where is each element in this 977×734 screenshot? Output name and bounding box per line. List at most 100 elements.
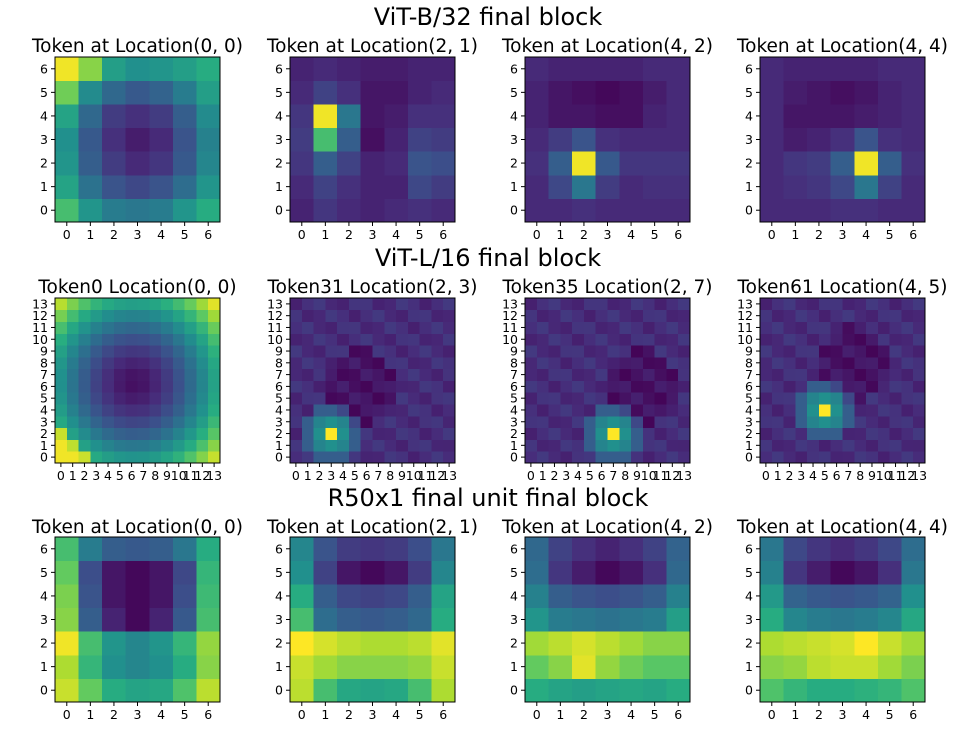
heatmap-cell	[125, 333, 138, 346]
x-tick-label: 4	[104, 468, 112, 483]
heatmap-cell	[666, 151, 691, 176]
heatmap-cells	[290, 298, 456, 464]
heatmap-cell	[348, 451, 362, 464]
heatmap-cell	[78, 333, 91, 346]
heatmap-cell	[55, 345, 68, 358]
x-tick-label: 1	[86, 707, 94, 722]
y-tick-label: 2	[745, 426, 753, 441]
y-tick-label: 5	[40, 85, 48, 100]
heatmap-cell	[783, 127, 808, 152]
heatmap-cell	[666, 57, 691, 81]
heatmap-cell	[113, 404, 127, 417]
y-tick-label: 11	[32, 320, 48, 335]
heatmap-cell	[313, 298, 326, 311]
heatmap-cell	[290, 451, 303, 464]
heatmap-cell	[771, 427, 784, 440]
heatmap-cell	[607, 345, 620, 358]
x-tick-label: 4	[862, 227, 870, 242]
heatmap-cell	[125, 298, 138, 311]
heatmap-cell	[642, 404, 656, 417]
heatmap-cell	[548, 537, 573, 561]
heatmap-cell	[360, 57, 385, 81]
heatmap-cell	[654, 380, 667, 393]
y-tick-label: 7	[40, 367, 48, 382]
heatmap-cells	[55, 57, 221, 223]
heatmap-cell	[325, 333, 338, 346]
heatmap-cell	[572, 151, 597, 176]
heatmap-cell	[525, 368, 538, 381]
x-tick-label: 6	[439, 227, 447, 242]
heatmap-cell	[901, 560, 926, 585]
heatmap-cell	[149, 584, 174, 609]
heatmap-cell	[102, 607, 127, 632]
x-tick-label: 6	[439, 707, 447, 722]
figure-row: R50x1 final unit final block Token at Loc…	[31, 484, 948, 722]
heatmap-cell	[595, 104, 620, 129]
heatmap-cell	[172, 80, 197, 105]
heatmap-cell	[78, 584, 103, 609]
heatmap-cell	[631, 309, 644, 322]
heatmap-cell	[666, 368, 679, 381]
heatmap-cell	[196, 333, 209, 346]
heatmap-cell	[125, 380, 138, 393]
heatmap-cell	[795, 404, 808, 417]
heatmap-cell	[619, 57, 644, 81]
heatmap-cell	[325, 356, 338, 370]
heatmap-cell	[830, 104, 855, 129]
heatmap-cell	[877, 427, 891, 440]
x-tick-label: 1	[304, 468, 312, 483]
heatmap-cell	[842, 380, 855, 393]
heatmap-cell	[807, 654, 832, 679]
heatmap-cell	[196, 439, 209, 452]
heatmap-cell	[360, 198, 385, 223]
heatmap-cell	[102, 427, 115, 440]
x-tick-label: 1	[791, 227, 799, 242]
heatmap-cell	[66, 415, 79, 429]
heatmap-cell	[666, 104, 691, 129]
heatmap-cell	[55, 560, 79, 585]
heatmap-cell	[208, 321, 221, 334]
heatmap-cell	[572, 368, 585, 381]
heatmap-cell	[313, 368, 326, 381]
y-tick-label: 12	[737, 308, 753, 323]
heatmap-cell	[78, 345, 91, 358]
heatmap-cell	[631, 427, 644, 440]
heatmap-cell	[619, 631, 644, 656]
x-tick-label: 10	[171, 468, 187, 483]
y-tick-label: 3	[275, 414, 283, 429]
heatmap-cell	[572, 174, 597, 199]
heatmap-cell	[830, 427, 843, 440]
heatmap-cell	[889, 451, 902, 464]
heatmap-cell	[619, 392, 632, 405]
heatmap-cell	[196, 321, 209, 334]
heatmap-cell	[196, 678, 221, 703]
heatmap-cell	[125, 427, 138, 440]
heatmap-cell	[325, 309, 338, 322]
heatmap-cell	[360, 368, 373, 381]
heatmap-cell	[783, 356, 796, 370]
heatmap-cell	[78, 104, 103, 129]
heatmap-cell	[607, 427, 620, 440]
y-tick-label: 3	[40, 612, 48, 627]
heatmap-cell	[431, 57, 456, 81]
heatmap-cell	[290, 321, 303, 334]
heatmap-cell	[149, 151, 174, 176]
heatmap-cell	[854, 380, 867, 393]
heatmap-cell	[337, 451, 350, 464]
heatmap-cell	[419, 439, 432, 452]
heatmap-cell	[55, 537, 79, 561]
heatmap-cell	[783, 607, 808, 632]
heatmap-cell	[443, 439, 456, 452]
heatmap-cell	[443, 392, 456, 405]
heatmap-cell	[642, 368, 656, 381]
heatmap-cell	[443, 415, 456, 429]
heatmap-cell	[172, 439, 186, 452]
x-tick-label: 5	[586, 468, 594, 483]
heatmap-cell	[842, 321, 855, 334]
heatmap-cell	[666, 654, 691, 679]
heatmap-cell	[290, 392, 303, 405]
heatmap-cell	[760, 654, 784, 679]
heatmap-cell	[443, 333, 456, 346]
heatmap-cell	[536, 404, 549, 417]
